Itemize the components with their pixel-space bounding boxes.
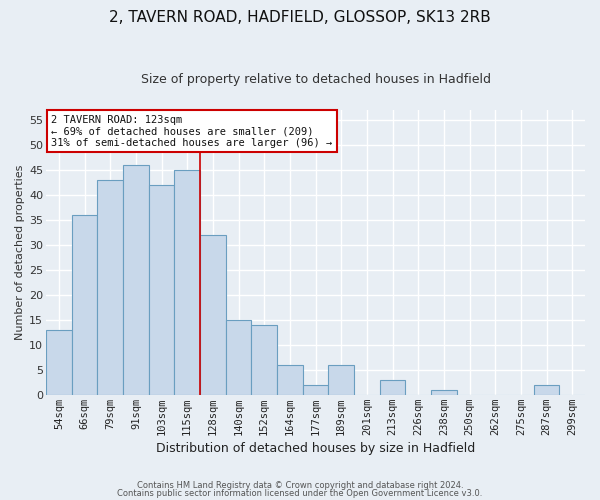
Bar (533, 385, 559, 395)
Title: Size of property relative to detached houses in Hadfield: Size of property relative to detached ho… (140, 72, 491, 86)
X-axis label: Distribution of detached houses by size in Hadfield: Distribution of detached houses by size … (156, 442, 475, 455)
Bar (97, 180, 123, 395)
Text: Contains HM Land Registry data © Crown copyright and database right 2024.: Contains HM Land Registry data © Crown c… (137, 481, 463, 490)
Bar (303, 385, 328, 395)
Bar (431, 390, 457, 395)
Bar (200, 235, 226, 395)
Bar (72, 215, 97, 395)
Bar (251, 325, 277, 395)
Bar (328, 365, 354, 395)
Text: Contains public sector information licensed under the Open Government Licence v3: Contains public sector information licen… (118, 488, 482, 498)
Bar (380, 380, 406, 395)
Bar (226, 320, 251, 395)
Bar (46, 330, 72, 395)
Bar (123, 165, 149, 395)
Bar (149, 185, 175, 395)
Y-axis label: Number of detached properties: Number of detached properties (15, 165, 25, 340)
Text: 2 TAVERN ROAD: 123sqm
← 69% of detached houses are smaller (209)
31% of semi-det: 2 TAVERN ROAD: 123sqm ← 69% of detached … (52, 114, 333, 148)
Bar (175, 170, 200, 395)
Bar (277, 365, 303, 395)
Text: 2, TAVERN ROAD, HADFIELD, GLOSSOP, SK13 2RB: 2, TAVERN ROAD, HADFIELD, GLOSSOP, SK13 … (109, 10, 491, 25)
